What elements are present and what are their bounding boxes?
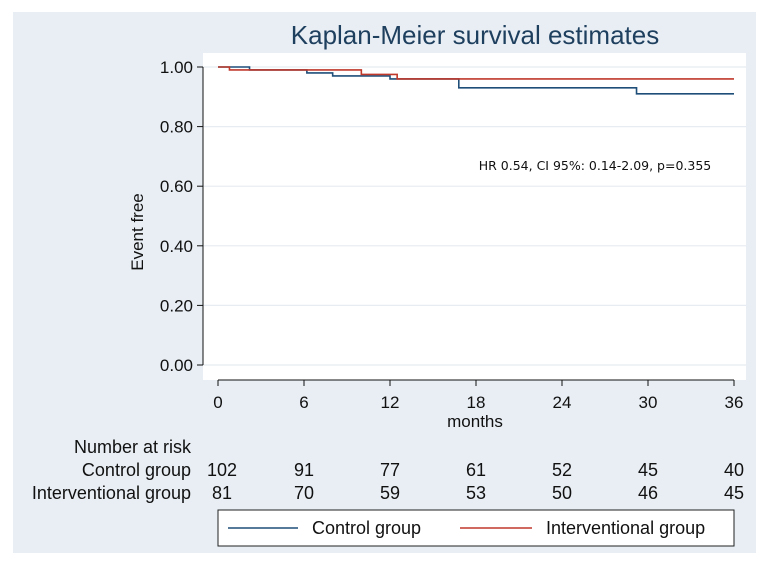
y-tick-label: 1.00 <box>160 58 193 77</box>
x-tick-label: 12 <box>381 393 400 412</box>
risk-value: 50 <box>552 483 572 503</box>
y-tick-label: 0.80 <box>160 118 193 137</box>
plot-area <box>203 53 746 380</box>
risk-value: 53 <box>466 483 486 503</box>
series-layer <box>218 66 734 95</box>
x-tick-label: 18 <box>467 393 486 412</box>
y-tick-label: 0.20 <box>160 296 193 315</box>
risk-value: 61 <box>466 460 486 480</box>
risk-values: 102 91 77 61 52 45 40 81 70 59 53 50 46 45 <box>207 460 744 503</box>
risk-value: 45 <box>724 483 744 503</box>
risk-value: 46 <box>638 483 658 503</box>
x-tick-label: 24 <box>553 393 572 412</box>
risk-row-label-interventional: Interventional group <box>32 483 191 503</box>
y-tick-label: 0.60 <box>160 177 193 196</box>
x-axis: 0 6 12 18 24 30 36 <box>213 379 744 412</box>
risk-value: 77 <box>380 460 400 480</box>
legend-label-control: Control group <box>312 518 421 538</box>
risk-value: 52 <box>552 460 572 480</box>
legend-label-interventional: Interventional group <box>546 518 705 538</box>
x-tick-label: 30 <box>639 393 658 412</box>
risk-value: 91 <box>294 460 314 480</box>
y-tick-label: 0.40 <box>160 237 193 256</box>
hazard-ratio-annotation: HR 0.54, CI 95%: 0.14-2.09, p=0.355 <box>479 158 712 173</box>
risk-value: 59 <box>380 483 400 503</box>
risk-value: 45 <box>638 460 658 480</box>
risk-value: 102 <box>207 460 237 480</box>
x-axis-label: months <box>447 412 503 431</box>
y-axis: 0.00 0.20 0.40 0.60 0.80 1.00 <box>160 58 204 375</box>
risk-value: 81 <box>212 483 232 503</box>
risk-row-label-control: Control group <box>82 460 191 480</box>
risk-table-header: Number at risk <box>74 437 192 457</box>
x-tick-label: 0 <box>213 393 222 412</box>
risk-value: 70 <box>294 483 314 503</box>
series-line-interventional <box>218 66 734 80</box>
x-tick-label: 36 <box>725 393 744 412</box>
chart-title: Kaplan-Meier survival estimates <box>291 20 659 50</box>
x-tick-label: 6 <box>299 393 308 412</box>
gridlines <box>203 66 746 366</box>
y-tick-label: 0.00 <box>160 356 193 375</box>
risk-value: 40 <box>724 460 744 480</box>
y-axis-label: Event free <box>128 193 147 271</box>
